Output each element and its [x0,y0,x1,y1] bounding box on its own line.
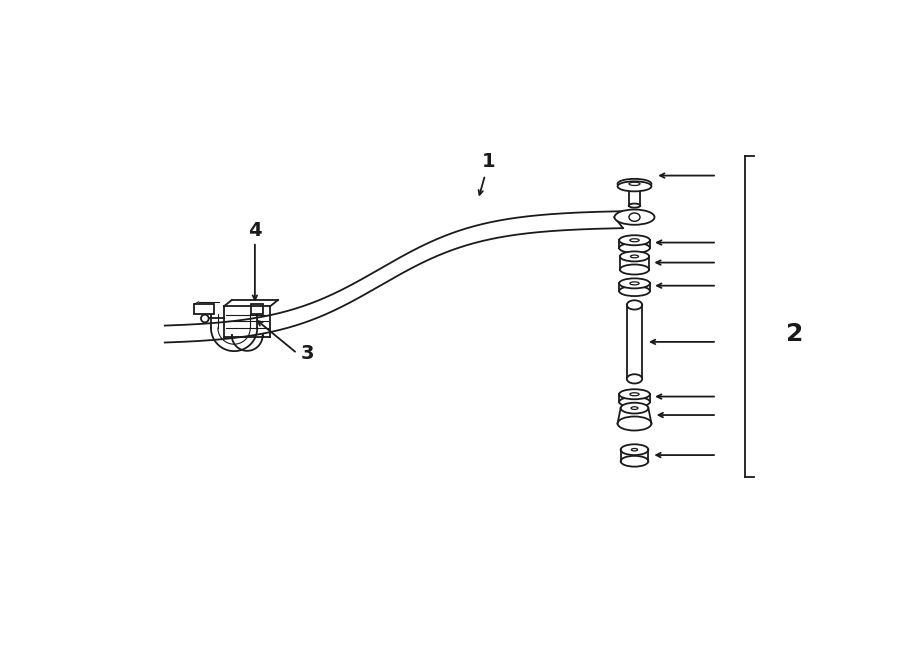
Ellipse shape [201,315,209,323]
Text: 2: 2 [787,322,804,346]
Ellipse shape [619,397,650,407]
Ellipse shape [619,243,650,253]
Ellipse shape [617,179,652,189]
Ellipse shape [619,278,650,288]
Ellipse shape [619,389,650,399]
Text: 3: 3 [302,344,315,363]
Ellipse shape [629,204,640,208]
Text: 4: 4 [248,221,262,240]
Ellipse shape [617,181,652,191]
Ellipse shape [620,264,649,274]
Ellipse shape [619,286,650,296]
Text: 1: 1 [482,152,495,171]
Polygon shape [251,304,264,314]
Ellipse shape [621,444,648,455]
Ellipse shape [619,235,650,245]
Ellipse shape [626,300,643,309]
Ellipse shape [615,210,654,225]
Ellipse shape [620,251,649,261]
Ellipse shape [621,456,648,467]
Ellipse shape [621,403,648,414]
Polygon shape [194,304,214,314]
Ellipse shape [617,416,652,430]
Ellipse shape [626,374,643,383]
